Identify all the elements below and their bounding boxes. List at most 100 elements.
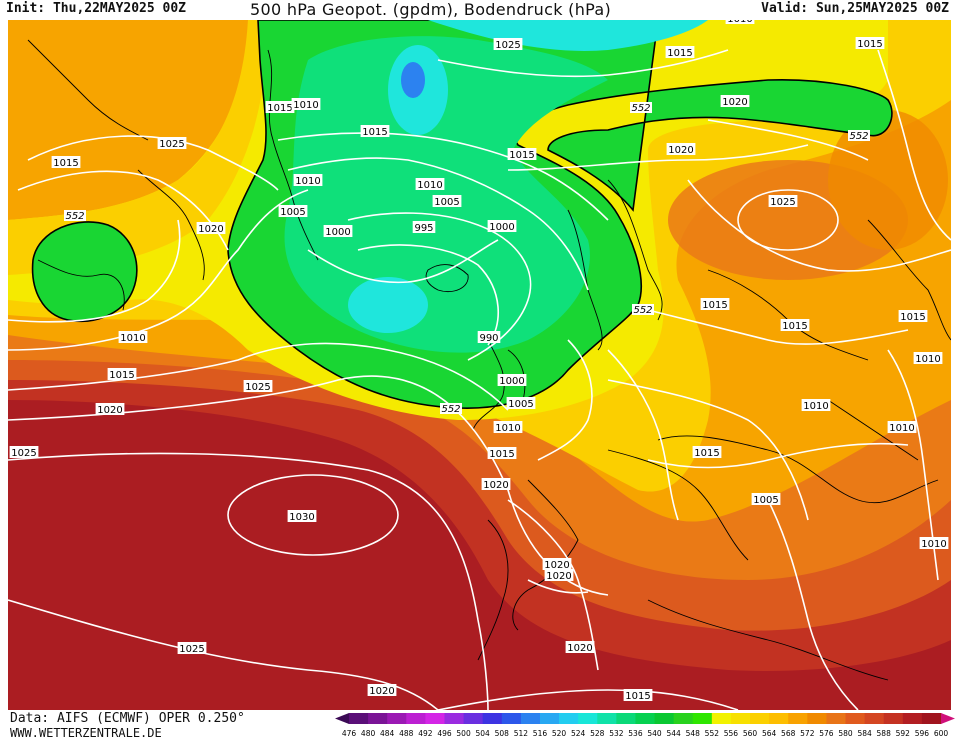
colorbar-swatch (807, 713, 827, 724)
colorbar-tick-label: 584 (857, 729, 872, 738)
isobar-label-bg (287, 510, 317, 522)
colorbar-swatch (711, 713, 732, 724)
field-cyan-top (428, 20, 708, 51)
colorbar-swatch (864, 713, 885, 724)
colorbar-tick-label: 476 (342, 729, 357, 738)
colorbar-tick-label: 512 (514, 729, 529, 738)
colorbar-tick-label: 572 (800, 729, 815, 738)
isobar-label: 1005 (280, 207, 305, 218)
isobar-label: 1010 (915, 354, 940, 365)
colorbar-swatch (730, 713, 751, 724)
isobar-label-bg (432, 195, 462, 207)
colorbar-tick-label: 524 (571, 729, 586, 738)
isobar-label-bg (243, 380, 273, 392)
isobar-label: 1015 (362, 127, 387, 138)
isobar-label: 1000 (325, 227, 350, 238)
isobar-label-bg (542, 558, 572, 570)
isobar-label: 1005 (508, 399, 533, 410)
colorbar-tick-label: 552 (705, 729, 720, 738)
isobar-label: 1010 (120, 333, 145, 344)
colorbar-tick-label: 560 (743, 729, 758, 738)
colorbar-swatch (826, 713, 847, 724)
valid-time-label: Valid: Sun,25MAY2025 00Z (761, 1, 949, 16)
isobar-label: 1025 (245, 382, 270, 393)
colorbar-swatch (349, 713, 369, 724)
colorbar-tick-label: 576 (819, 729, 834, 738)
isobar-label: 1015 (702, 300, 727, 311)
isobar-label-bg (855, 37, 885, 49)
website-link[interactable]: WWW.WETTERZENTRALE.DE (10, 726, 162, 740)
colorbar-swatches (335, 713, 955, 724)
isobar-label-bg (278, 205, 308, 217)
isobar-label: 1025 (770, 197, 795, 208)
isobar-label: 1025 (495, 40, 520, 51)
isobar-label: 1020 (567, 643, 592, 654)
colorbar-under-triangle (335, 713, 349, 724)
isobar-label: 1005 (434, 197, 459, 208)
isobar-label: 1030 (289, 512, 314, 523)
field-yellow-orange-west (8, 20, 268, 275)
isobar-labels: 1025 1015 1015 1010 1015 1010 1015 1015 1020 1020… (9, 20, 949, 702)
colorbar-swatch (406, 713, 426, 724)
isobar-label: 1020 (483, 480, 508, 491)
colorbar-over-triangle (941, 713, 955, 724)
isobar-label-bg (565, 641, 595, 653)
colorbar-swatch (501, 713, 522, 724)
isobar-label-bg (487, 447, 517, 459)
isobar-label: 1015 (489, 449, 514, 460)
colorbar-swatch (482, 713, 503, 724)
chart-footer: Data: AIFS (ECMWF) OPER 0.250° WWW.WETTE… (0, 710, 959, 741)
isobar-label-bg (415, 178, 445, 190)
isobar-label: 1015 (694, 448, 719, 459)
colorbar-swatch (368, 713, 388, 724)
isobar-label: 1010 (295, 176, 320, 187)
isobar-label: 1010 (727, 20, 752, 25)
isobar-label: 1015 (509, 150, 534, 161)
colorbar-tick-label: 596 (915, 729, 930, 738)
colorbar-swatch (616, 713, 636, 724)
isobar-label-bg (720, 95, 750, 107)
colorbar-tick-label: 536 (628, 729, 643, 738)
isobar-label-bg (919, 537, 949, 549)
isobar-label: 1010 (889, 423, 914, 434)
isobar-label-bg (493, 421, 523, 433)
isobar-label: 1005 (753, 495, 778, 506)
isobar-label-bg (801, 399, 831, 411)
isobar-label-bg (898, 310, 928, 322)
isobar-label-bg (157, 137, 187, 149)
colorbar-tick-label: 588 (877, 729, 892, 738)
colorbar-swatch (635, 713, 656, 724)
isobar-label-bg (497, 374, 527, 386)
colorbar-swatch (902, 713, 923, 724)
colorbar-tick-label: 500 (456, 729, 471, 738)
colorbar-tick-label: 600 (934, 729, 949, 738)
data-source-label: Data: AIFS (ECMWF) OPER 0.250° (10, 711, 245, 726)
colorbar-swatch (425, 713, 445, 724)
isobar-label: 1020 (369, 686, 394, 697)
isobar-label: 995 (414, 223, 433, 234)
colorbar-swatch (673, 713, 694, 724)
isobar-label-bg (507, 148, 537, 160)
geopotential-map[interactable]: 552 552 552 552 552 10251015101510101015… (8, 20, 951, 710)
contour-552-label: 552 (849, 131, 868, 142)
colorbar-tick-label: 556 (724, 729, 739, 738)
isobar-label-bg (506, 397, 536, 409)
isobar-label: 1015 (667, 48, 692, 59)
isobar-label: 1025 (179, 644, 204, 655)
isobar-label-bg (780, 319, 810, 331)
isobar-label-bg (177, 642, 207, 654)
isobar-label-bg (665, 46, 695, 58)
colorbar-tick-label: 544 (666, 729, 681, 738)
colorbar-swatch (539, 713, 560, 724)
isobar-label-bg (360, 125, 390, 137)
isobar-label: 1000 (489, 222, 514, 233)
colorbar-swatch (463, 713, 484, 724)
colorbar-tick-labels: 476 480 484 488 492 496 500 504 508 512 516 520 524 5… (342, 729, 949, 738)
colorbar-tick-label: 480 (361, 729, 376, 738)
field-green-west-low[interactable] (31, 221, 138, 322)
field-orange-cell-ne (828, 110, 948, 250)
isobar-label-bg (666, 143, 696, 155)
colorbar-tick-label: 548 (686, 729, 701, 738)
colorbar-tick-label: 532 (609, 729, 624, 738)
